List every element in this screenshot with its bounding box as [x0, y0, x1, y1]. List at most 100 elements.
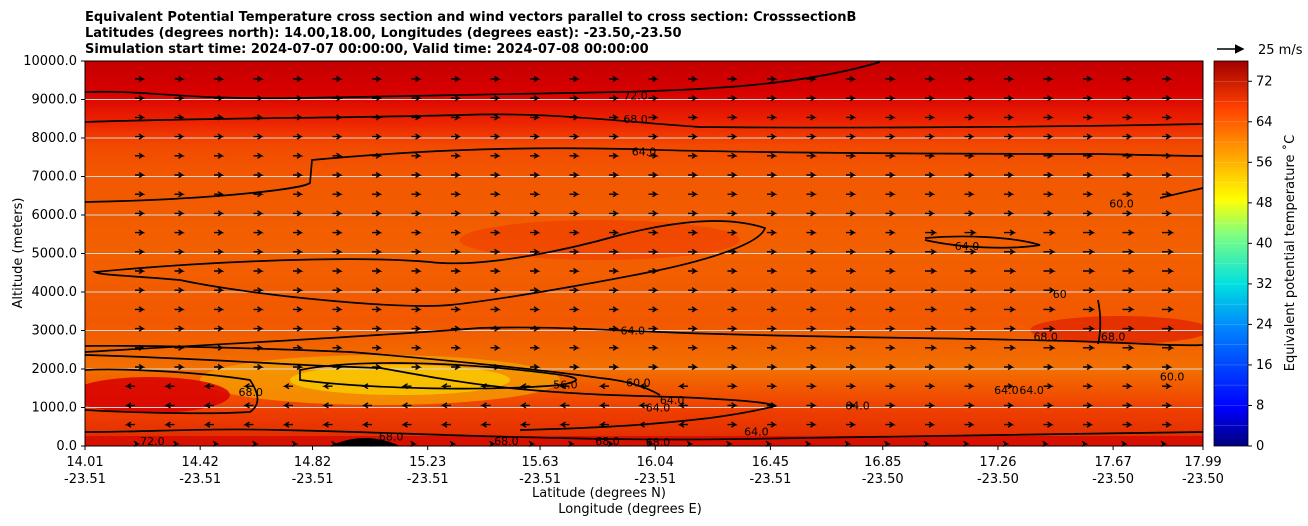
wind-vector	[964, 363, 975, 371]
contour-label: 64.0	[646, 402, 671, 415]
wind-vector	[688, 267, 699, 275]
wind-vector	[1083, 75, 1094, 83]
wind-vector	[569, 363, 580, 371]
wind-vector	[451, 287, 462, 294]
wind-vector	[124, 402, 135, 409]
wind-vector	[846, 306, 857, 313]
wind-vector	[885, 402, 896, 409]
wind-vector	[282, 402, 293, 409]
wind-vector	[767, 191, 778, 198]
wind-vector	[253, 287, 264, 294]
wind-vector	[1043, 95, 1054, 102]
wind-vector	[372, 133, 383, 140]
wind-vector	[964, 402, 975, 409]
wind-vector	[609, 248, 620, 255]
wind-vector	[846, 402, 857, 409]
quiver-key-label: 25 m/s	[1258, 43, 1303, 58]
wind-vector	[806, 248, 817, 255]
contour-label: 64.0	[994, 384, 1019, 397]
y-tick-label: 4000.0	[32, 285, 78, 300]
wind-vector	[806, 267, 817, 275]
contour-60-right	[1159, 187, 1203, 199]
wind-vector	[569, 325, 580, 332]
x-tick-label-lat: 16.04	[637, 455, 674, 470]
wind-vector	[688, 344, 699, 351]
wind-vector	[609, 133, 620, 140]
chart-title-line-3: Simulation start time: 2024-07-07 00:00:…	[85, 42, 649, 57]
wind-vector	[1162, 402, 1173, 409]
wind-vector	[569, 248, 580, 255]
wind-vector	[451, 95, 462, 102]
wind-vector	[767, 421, 778, 428]
wind-vector	[806, 133, 817, 140]
wind-vector	[767, 114, 778, 121]
wind-vector	[1083, 287, 1096, 294]
wind-vector	[727, 402, 738, 409]
wind-vector	[490, 344, 501, 351]
y-axis-label: Altitude (meters)	[11, 198, 26, 309]
wind-vector	[451, 191, 462, 198]
wind-vector	[885, 421, 896, 428]
x-tick-label-lon: -23.51	[407, 472, 449, 487]
wind-vector	[530, 287, 541, 294]
wind-vector	[480, 402, 491, 409]
wind-vector	[174, 210, 185, 217]
wind-vector	[411, 95, 422, 102]
wind-vector	[1083, 95, 1094, 102]
wind-vector	[243, 383, 254, 390]
wind-vector	[846, 75, 857, 83]
wind-vector	[569, 306, 580, 313]
wind-vector	[885, 248, 896, 255]
wind-vector	[253, 363, 264, 371]
wind-vector	[1122, 95, 1133, 102]
wind-vector	[214, 210, 225, 217]
x-tick-label-lat: 14.01	[66, 455, 103, 470]
wind-vector	[964, 191, 975, 198]
wind-vector	[688, 287, 699, 294]
wind-vector	[925, 75, 936, 83]
wind-vector	[648, 363, 659, 371]
wind-vector	[925, 248, 938, 255]
wind-vector	[214, 325, 225, 332]
x-tick-label-lat: 16.85	[864, 455, 901, 470]
contour-72-top	[85, 61, 881, 100]
wind-vector	[885, 171, 896, 179]
wind-vector	[214, 306, 225, 313]
wind-vector	[846, 267, 857, 275]
contour-label: 68.0	[646, 436, 671, 449]
wind-vector	[174, 287, 185, 294]
x-tick-label-lon: -23.51	[749, 472, 791, 487]
wind-vector	[1004, 344, 1017, 351]
wind-vector	[767, 171, 778, 179]
wind-vector	[767, 248, 778, 255]
wind-vector	[1122, 171, 1133, 179]
wind-vector	[925, 133, 936, 140]
wind-vector	[530, 306, 541, 313]
wind-vector	[885, 210, 896, 217]
wind-vector	[1043, 402, 1054, 409]
wind-vector	[135, 287, 146, 294]
wind-vector	[559, 402, 570, 409]
wind-vector	[1083, 383, 1094, 390]
wind-vector	[411, 133, 422, 140]
wind-vector	[648, 133, 659, 140]
contour-60-b	[85, 354, 777, 431]
x-tick-label-lat: 17.67	[1095, 455, 1132, 470]
wind-vector	[688, 325, 699, 332]
wind-vector	[411, 171, 422, 179]
wind-vector	[677, 383, 688, 390]
wind-vector	[609, 229, 620, 236]
wind-vector	[964, 344, 977, 351]
wind-vector	[885, 191, 896, 198]
wind-vector	[648, 171, 659, 179]
surface-layer	[85, 436, 1203, 446]
wind-vector	[569, 229, 580, 236]
wind-vector	[1162, 171, 1173, 179]
wind-vector	[135, 210, 146, 217]
wind-vector	[1162, 344, 1175, 351]
wind-vector	[1004, 402, 1015, 409]
wind-vector	[767, 210, 778, 217]
wind-vector	[727, 75, 738, 83]
wind-vectors	[124, 75, 1175, 447]
